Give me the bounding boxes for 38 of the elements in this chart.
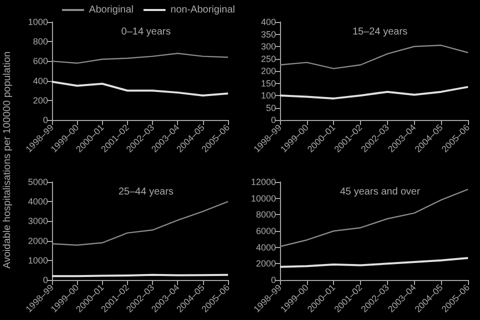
- y-tick-label: 5000: [28, 177, 48, 187]
- chart-title: 45 years and over: [340, 186, 421, 198]
- y-tick-label: 250: [260, 54, 276, 64]
- y-tick-label: 1000: [28, 255, 48, 266]
- y-tick-label: 600: [32, 56, 48, 66]
- chart-title: 0–14 years: [121, 26, 171, 38]
- line-series: [279, 188, 469, 248]
- y-tick-label: 2000: [256, 258, 276, 269]
- legend-label: non-Aboriginal: [170, 4, 236, 16]
- y-tick-label: 400: [260, 17, 276, 27]
- line-series: [279, 44, 469, 70]
- y-tick-label: 2000: [28, 236, 48, 246]
- y-tick-label: 4000: [28, 196, 48, 207]
- y-tick-label: 200: [32, 95, 48, 106]
- line-series: [51, 201, 229, 246]
- y-tick-label: 400: [32, 76, 48, 86]
- y-tick-label: 3000: [28, 216, 48, 226]
- y-tick-label: 350: [260, 29, 276, 40]
- y-tick-label: 800: [32, 36, 48, 47]
- y-tick-label: 8000: [256, 210, 276, 220]
- y-tick-label: 200: [260, 66, 276, 76]
- y-tick-label: 100: [260, 90, 276, 100]
- y-tick-label: 1000: [28, 17, 48, 27]
- line-series: [51, 80, 229, 96]
- y-tick-label: 300: [260, 42, 276, 52]
- y-axis-title: Avoidable hospitalisations per 100000 population: [1, 50, 14, 271]
- line-series: [279, 86, 469, 100]
- line-series: [279, 256, 469, 268]
- y-tick-label: 12000: [250, 177, 276, 187]
- chart-title: 15–24 years: [352, 26, 408, 38]
- y-tick-label: 6000: [256, 226, 276, 236]
- chart-title: 25–44 years: [118, 186, 174, 198]
- y-tick-label: 10000: [250, 193, 276, 204]
- legend-label: Aboriginal: [89, 4, 134, 16]
- y-tick-label: 4000: [256, 242, 276, 252]
- y-tick-label: 50: [266, 102, 276, 113]
- y-tick-label: 150: [260, 78, 276, 88]
- line-series: [51, 52, 229, 64]
